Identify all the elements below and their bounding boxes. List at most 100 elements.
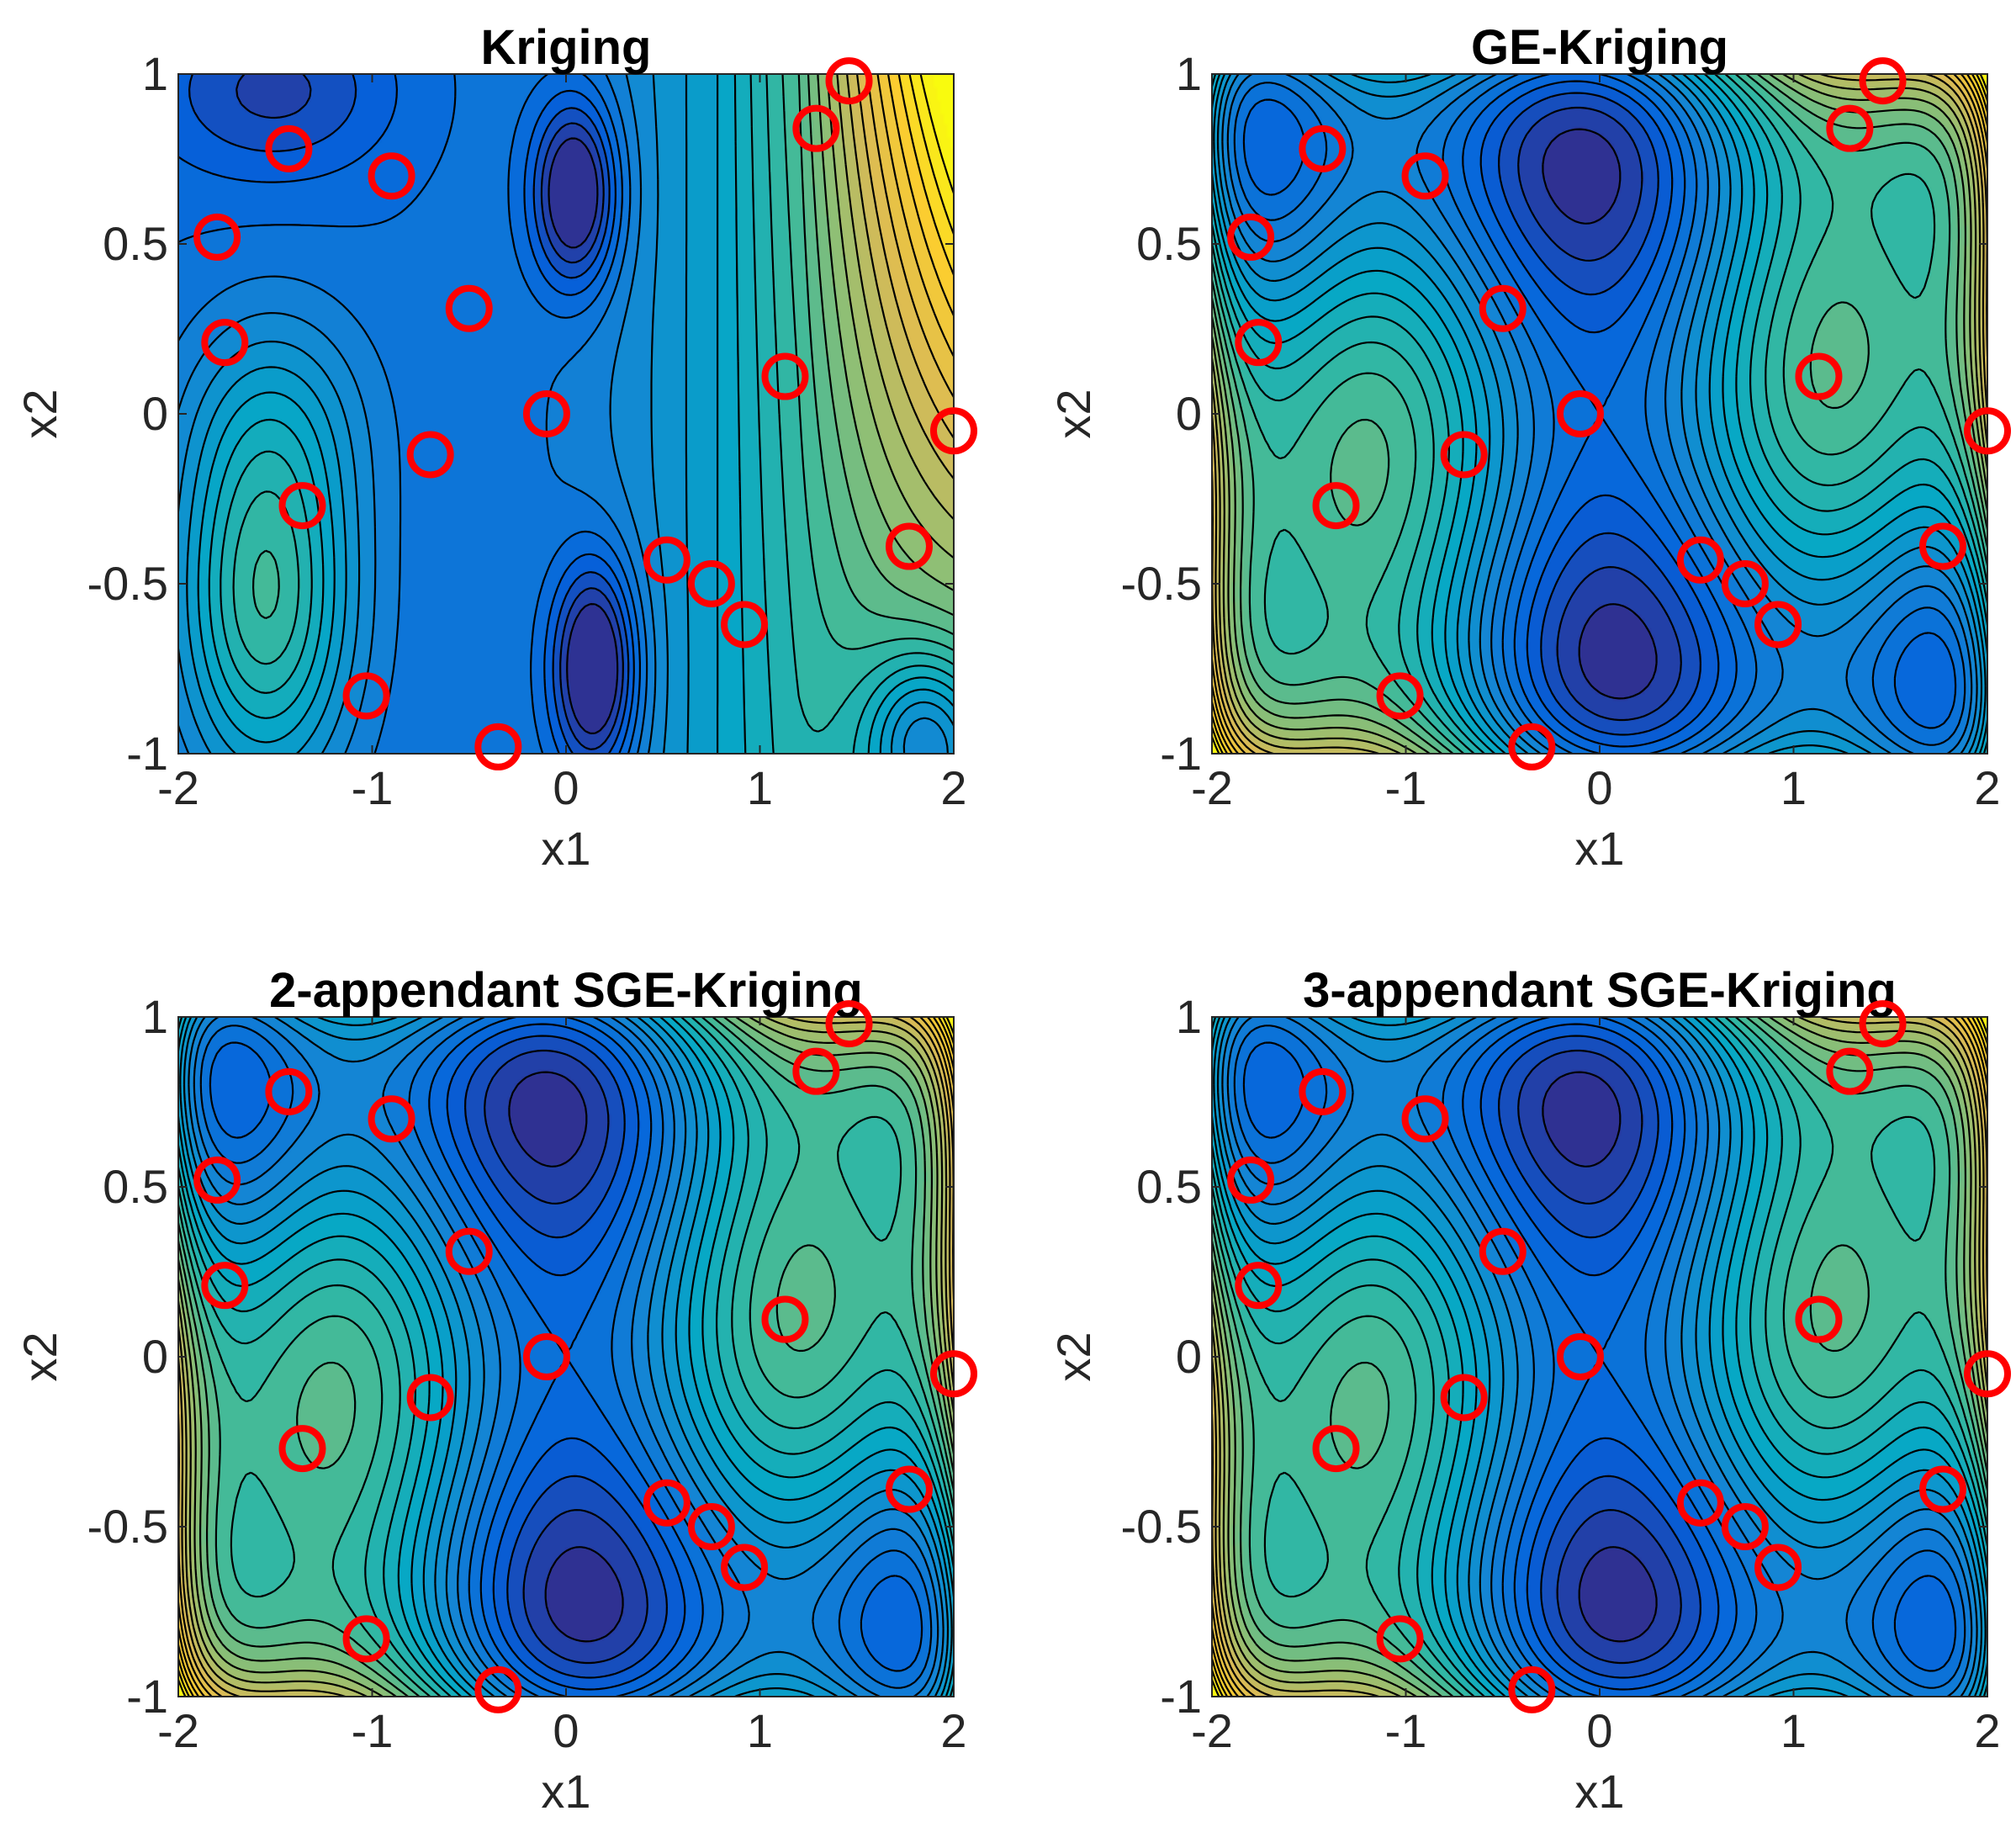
x-axis-label: x1 <box>541 822 590 875</box>
contour-line <box>1212 74 1987 754</box>
sample-point-marker <box>1556 390 1604 437</box>
sample-point-marker <box>406 431 454 479</box>
panel-title: 2-appendant SGE-Kriging <box>269 963 863 1018</box>
sample-point-marker <box>1235 1262 1283 1310</box>
contour-line <box>178 1017 954 1697</box>
sample-point-marker <box>643 1479 691 1527</box>
sample-point-marker <box>201 1262 249 1310</box>
contour-line <box>178 1017 954 1697</box>
sample-point-marker <box>445 284 493 332</box>
contour-line <box>1212 1017 1987 1697</box>
panel-title: GE-Kriging <box>1471 20 1728 75</box>
sample-point-marker <box>1754 601 1802 649</box>
x-tick-label: 0 <box>553 1704 579 1757</box>
sample-point-marker <box>1401 152 1449 200</box>
y-tick-label: 0 <box>1176 387 1202 440</box>
contour-line <box>1242 1017 1957 1697</box>
contour-line <box>1226 74 1973 754</box>
x-tick-label: 2 <box>940 761 966 814</box>
x-tick-label: 1 <box>1781 1704 1807 1757</box>
contour-line <box>1242 74 1957 754</box>
contour-line <box>1542 1071 1658 1643</box>
sample-point-marker <box>1440 431 1488 479</box>
sample-point-marker <box>1376 672 1424 720</box>
contour-line <box>1212 1017 1987 1697</box>
sample-point-marker <box>522 390 570 437</box>
x-tick-label: 2 <box>1974 1704 2000 1757</box>
contour-line <box>1221 74 1978 754</box>
contour-line <box>186 74 954 754</box>
contour-line <box>1517 1049 1682 1665</box>
sample-point-marker <box>265 124 313 172</box>
contour-line <box>178 1017 954 1697</box>
sample-point-marker <box>1795 352 1843 400</box>
sample-point-marker <box>792 1047 840 1095</box>
contour-line <box>1212 1017 1987 1697</box>
sample-point-marker <box>1826 104 1874 152</box>
contour-line <box>1213 74 1987 754</box>
sample-point-marker <box>1676 1479 1724 1527</box>
y-tick-label: 1 <box>142 47 168 100</box>
sample-point-marker <box>368 152 415 200</box>
x-tick-label: 1 <box>747 1704 773 1757</box>
contour-line <box>908 74 954 235</box>
panel-title: 3-appendant SGE-Kriging <box>1303 963 1897 1018</box>
contour-line <box>178 1017 954 1697</box>
contour-line <box>508 1071 624 1643</box>
x-tick-label: -2 <box>157 761 199 814</box>
x-axis-label: x1 <box>541 1765 590 1818</box>
contour-line <box>897 74 954 276</box>
sample-point-marker <box>1556 1333 1604 1380</box>
contour-line <box>1226 1017 1973 1697</box>
sample-point-marker <box>1227 213 1275 261</box>
sample-point-marker <box>792 104 840 152</box>
contour-line <box>178 74 648 754</box>
sample-point-marker <box>445 1227 493 1275</box>
contour-line <box>1498 92 1701 736</box>
y-tick-label: -1 <box>126 727 168 780</box>
contour-line <box>876 74 954 357</box>
contour-line <box>1542 128 1658 700</box>
sample-point-marker <box>265 1067 313 1115</box>
sample-point-marker <box>930 407 977 455</box>
x-tick-label: 2 <box>940 1704 966 1757</box>
contour-line <box>209 1017 923 1697</box>
sample-point-marker <box>643 536 691 584</box>
contour-line <box>1212 1017 1987 1697</box>
y-tick-label: 0.5 <box>103 217 168 270</box>
x-tick-label: 1 <box>1781 761 1807 814</box>
contour-line <box>886 74 954 316</box>
sample-point-marker <box>1235 319 1283 367</box>
sample-point-marker <box>1508 1665 1556 1713</box>
sample-point-marker <box>406 1374 454 1422</box>
sample-point-marker <box>1859 1000 1907 1048</box>
y-tick-label: 1 <box>142 990 168 1043</box>
sample-point-marker <box>1479 1227 1527 1275</box>
y-tick-label: -0.5 <box>1121 557 1203 610</box>
x-tick-label: -1 <box>1385 1704 1427 1757</box>
sample-point-marker <box>825 57 873 105</box>
contour-line <box>464 1035 668 1679</box>
sample-point-marker <box>522 1333 570 1380</box>
y-tick-label: 0.5 <box>103 1160 168 1213</box>
sample-point-marker <box>761 352 809 400</box>
contour-line <box>208 74 954 754</box>
contour-line <box>232 74 954 733</box>
y-tick-label: 0 <box>142 1330 168 1383</box>
sample-point-marker <box>761 1295 809 1343</box>
sample-point-marker <box>342 672 390 720</box>
x-tick-label: -1 <box>352 1704 394 1757</box>
contour-line <box>1212 1017 1987 1697</box>
sample-point-marker <box>1440 1374 1488 1422</box>
sample-point-marker <box>721 601 769 649</box>
y-tick-label: -0.5 <box>1121 1500 1203 1553</box>
sample-point-marker <box>1508 723 1556 770</box>
contour-line <box>1212 74 1987 754</box>
sample-point-marker <box>1401 1095 1449 1143</box>
contour-line <box>188 1017 945 1697</box>
sample-point-marker <box>687 560 735 607</box>
contour-line <box>856 74 954 439</box>
sample-point-marker <box>1312 1425 1360 1473</box>
contour-line <box>179 1017 953 1697</box>
y-tick-label: 1 <box>1176 47 1202 100</box>
